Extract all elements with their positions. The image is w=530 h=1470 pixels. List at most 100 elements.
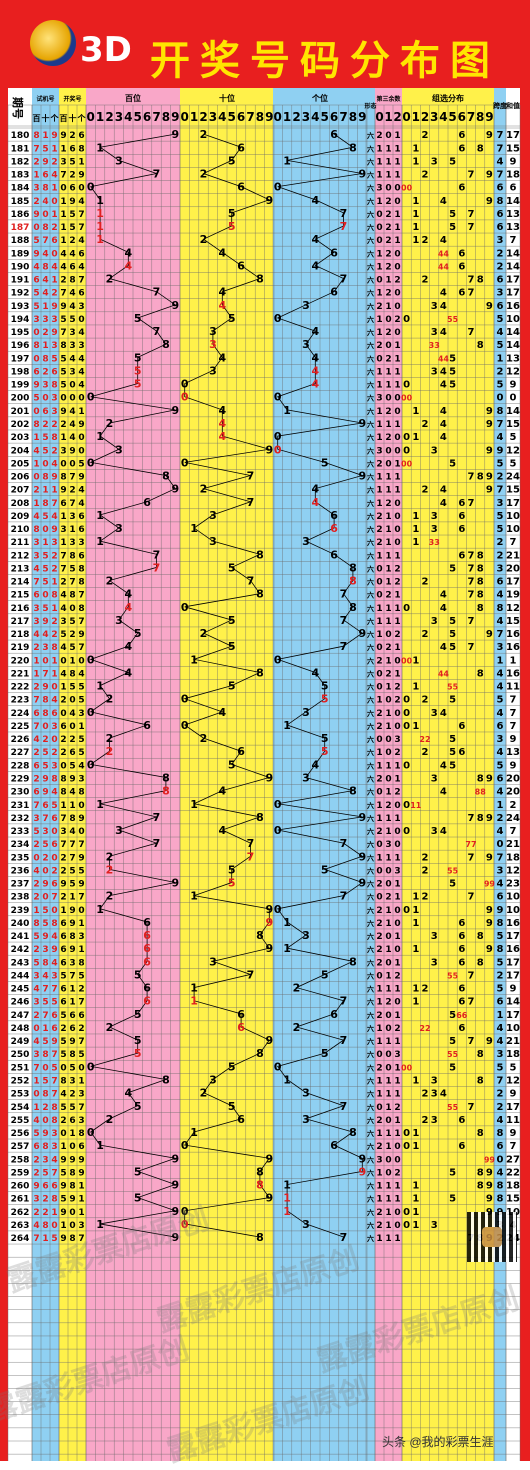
mod3-count: 0 (394, 1142, 400, 1152)
mod3-count: 1 (385, 1129, 391, 1139)
mod3-count: 0 (394, 656, 400, 666)
trial-digit: 2 (51, 748, 57, 758)
draw-digit: 1 (60, 433, 66, 443)
trial-digit: 5 (42, 551, 48, 561)
issue-header: 期号 (11, 97, 25, 119)
group-mark: 2 (422, 852, 429, 863)
tens-mark: 8 (256, 273, 264, 286)
tens-mark: 3 (209, 338, 217, 351)
trial-digit: 5 (42, 998, 48, 1008)
span-value: 5 (497, 511, 504, 522)
draw-digit: 4 (60, 604, 66, 614)
mod3-count: 1 (385, 919, 391, 929)
units-mark: 6 (330, 1008, 338, 1021)
hundreds-mark: 6 (143, 929, 151, 942)
draw-digit: 7 (78, 223, 84, 233)
issue-number: 199 (11, 381, 30, 391)
draw-digit: 7 (69, 473, 75, 483)
mod3-count: 2 (376, 341, 382, 351)
issue-number: 209 (11, 512, 30, 522)
issue-number: 245 (11, 985, 30, 995)
group-mark: 5 (449, 616, 456, 627)
issue-number: 223 (11, 696, 30, 706)
mod3-count: 0 (394, 433, 400, 443)
mod3-count: 2 (385, 328, 391, 338)
span-value: 7 (497, 170, 504, 181)
trial-digit: 2 (33, 880, 39, 890)
trial-digit: 3 (51, 538, 57, 548)
group-mark: 8 (477, 590, 484, 601)
group-mark: 4 (440, 642, 447, 653)
draw-digit: 5 (69, 157, 75, 167)
ratio-glyph: 六 (367, 538, 374, 547)
group-mark: 1 (412, 524, 419, 535)
group-mark: 7 (468, 852, 475, 863)
draw-digit: 1 (69, 985, 75, 995)
ratio-column-bg (366, 88, 375, 1461)
group-mark: 55 (447, 866, 459, 875)
draw-digit: 1 (78, 1182, 84, 1192)
group-mark: 4 (440, 366, 447, 377)
sum-value: 16 (506, 629, 520, 640)
tens-mark: 7 (247, 470, 255, 483)
draw-digit: 0 (69, 381, 75, 391)
draw-digit: 9 (60, 486, 66, 496)
span-value: 6 (497, 577, 504, 588)
group-mark: 1 (412, 143, 419, 154)
trial-digit: 1 (33, 906, 39, 916)
mod3-count: 2 (376, 538, 382, 548)
sum-value: 5 (510, 432, 517, 443)
sum-value: 19 (506, 590, 520, 601)
group-mark: 7 (468, 222, 475, 233)
units-mark: 7 (340, 640, 348, 653)
issue-number: 261 (11, 1195, 30, 1205)
tens-mark: 3 (209, 509, 217, 522)
group-mark: 44 (438, 669, 450, 678)
sum-value: 16 (506, 642, 520, 653)
issue-number: 227 (11, 748, 30, 758)
trial-digit: 9 (42, 788, 48, 798)
issue-number: 244 (11, 971, 30, 981)
hundreds-mark: 1 (96, 141, 104, 154)
mod3-count: 0 (376, 866, 382, 876)
units-mark: 0 (274, 903, 282, 916)
tens-mark: 5 (228, 207, 236, 220)
trial-digit: 5 (51, 1063, 57, 1073)
span-value: 7 (497, 485, 504, 496)
sum-value: 11 (506, 1115, 520, 1126)
issue-number: 221 (11, 669, 30, 679)
mod3-count: 0 (394, 709, 400, 719)
draw-digit: 9 (60, 407, 66, 417)
units-mark: 5 (321, 968, 329, 981)
group-mark: 7 (468, 563, 475, 574)
draw-digit: 1 (78, 407, 84, 417)
units-mark: 6 (330, 1139, 338, 1152)
tens-mark: 0 (181, 391, 189, 404)
span-value: 0 (497, 839, 504, 850)
hundreds-mark: 7 (153, 286, 161, 299)
mod3-count: 2 (394, 1103, 400, 1113)
group-mark: 5 (449, 156, 456, 167)
hundreds-mark: 2 (106, 850, 114, 863)
sum-value: 18 (506, 1181, 520, 1192)
trial-digit: 1 (42, 538, 48, 548)
mod3-count: 2 (385, 262, 391, 272)
draw-digit: 2 (60, 893, 66, 903)
hundreds-mark: 1 (96, 535, 104, 548)
trial-digit: 5 (33, 289, 39, 299)
sum-value: 16 (506, 668, 520, 679)
ratio-glyph: 六 (367, 354, 374, 363)
mod3-count: 0 (385, 446, 391, 456)
issue-number: 212 (11, 551, 30, 561)
trial-digit: 1 (33, 1076, 39, 1086)
tens-mark: 9 (265, 1152, 273, 1165)
units-mark: 0 (274, 653, 282, 666)
group-mark: 8 (477, 563, 484, 574)
mod3-count: 0 (376, 893, 382, 903)
draw-digit: 4 (78, 367, 84, 377)
trial-digit: 1 (51, 144, 57, 154)
sum-value: 14 (506, 196, 520, 207)
lottery-logo-icon (30, 20, 76, 66)
draw-digit: 5 (78, 971, 84, 981)
ratio-glyph: 六 (367, 473, 374, 482)
